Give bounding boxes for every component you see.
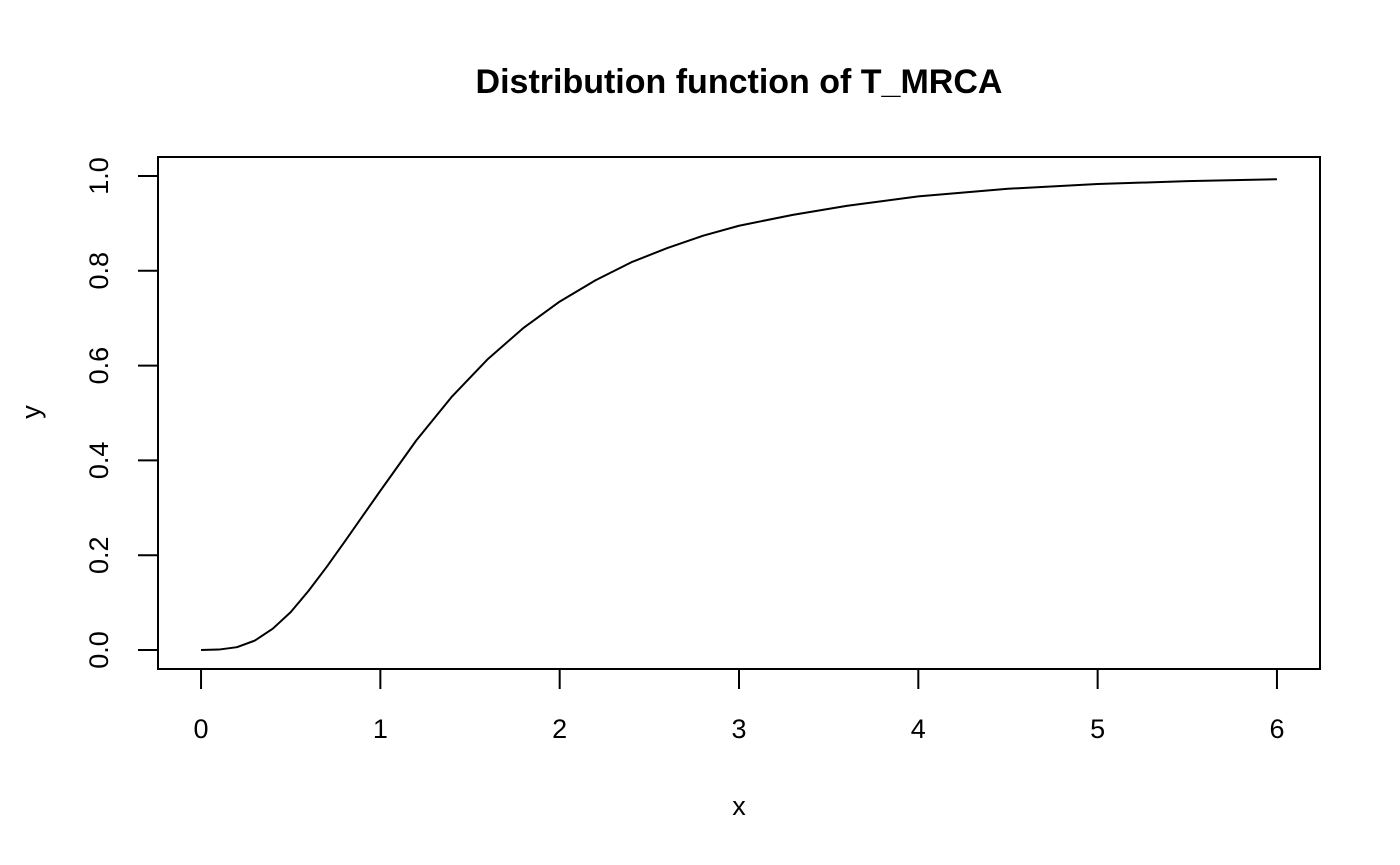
series-line <box>201 178 1277 652</box>
x-tick-label: 3 <box>731 714 746 744</box>
y-tick-label: 0.4 <box>84 442 114 480</box>
y-tick-label: 0.6 <box>84 347 114 385</box>
y-tick-label: 0.2 <box>84 536 114 574</box>
x-tick-label: 5 <box>1090 714 1105 744</box>
y-axis-label: y <box>16 405 46 419</box>
x-tick-label: 1 <box>373 714 388 744</box>
plot-frame <box>157 156 1321 670</box>
x-tick-label: 2 <box>552 714 567 744</box>
y-tick-label: 0.8 <box>84 252 114 290</box>
y-axis: 0.0 0.2 0.4 0.6 0.8 1.0 <box>84 157 159 669</box>
x-tick-label: 4 <box>911 714 926 744</box>
x-axis: 0 1 2 3 4 5 6 <box>194 668 1284 744</box>
chart-title: Distribution function of T_MRCA <box>476 63 1003 101</box>
x-tick-label: 0 <box>194 714 209 744</box>
x-axis-label: x <box>732 791 746 821</box>
x-tick-label: 6 <box>1269 714 1284 744</box>
series-layer <box>201 178 1277 652</box>
y-tick-label: 0.0 <box>84 631 114 669</box>
y-tick-label: 1.0 <box>84 157 114 195</box>
